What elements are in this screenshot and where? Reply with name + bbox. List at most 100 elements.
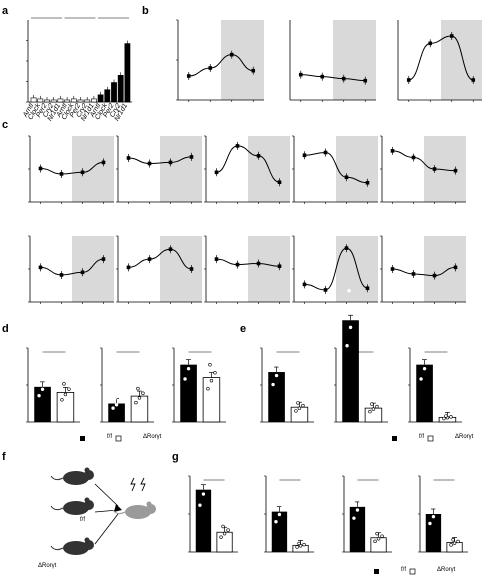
bar-arntl-ff (349, 506, 366, 552)
replicate-dot (271, 382, 275, 387)
arrow-line (94, 509, 119, 513)
data-point (126, 156, 131, 160)
series-line (300, 74, 366, 82)
replicate-dot (63, 392, 68, 397)
replicate-dot (297, 406, 302, 410)
data-point (229, 52, 234, 57)
data-point (80, 270, 85, 275)
bar-arntl-ff (195, 489, 212, 552)
bar (30, 97, 37, 103)
replicate-dot (444, 414, 448, 418)
bar-arntl-ff (180, 364, 197, 422)
series-line (304, 151, 368, 184)
replicate-dot (297, 541, 301, 546)
data-point (277, 180, 282, 184)
arrow-line (94, 513, 119, 545)
subplot-clock (116, 135, 202, 204)
legend-swatch-ff (80, 436, 85, 441)
subplot-ilcp (289, 20, 376, 102)
subplot-nk (26, 347, 80, 423)
series-line (216, 145, 280, 183)
replicate-dot (186, 366, 191, 371)
replicate-dot (277, 512, 282, 517)
series-line (40, 161, 104, 175)
donor-mouse-arntl-ko (50, 537, 94, 555)
replicate-dot (435, 508, 439, 512)
data-point (147, 161, 152, 166)
replicate-dot (428, 521, 432, 526)
mouse-head (84, 540, 94, 550)
legend-sup-ff: f/f (107, 434, 112, 440)
data-point (432, 273, 437, 278)
replicate-dot (370, 402, 374, 406)
panel-label-f: f (2, 451, 6, 463)
data-point (256, 154, 261, 158)
legend-swatch-ff (374, 569, 379, 574)
data-point (323, 288, 328, 292)
replicate-dot (352, 307, 356, 311)
data-point (363, 78, 368, 83)
subplot-ilc3 (397, 20, 482, 102)
replicate-dot (368, 409, 372, 414)
replicate-dot (113, 396, 117, 400)
series-line (188, 54, 254, 77)
subplot-ilc1 (100, 347, 154, 423)
series-line (392, 266, 456, 277)
mouse-ear (84, 467, 90, 473)
data-point (214, 257, 219, 261)
data-point (341, 76, 346, 81)
mouse-tail (50, 545, 64, 551)
panel-e: f/f ΔRorγt (260, 289, 474, 442)
panel-label-c: c (2, 119, 8, 131)
replicate-dot (209, 379, 214, 383)
night-shade (424, 236, 466, 302)
bar (104, 89, 111, 103)
data-point (453, 265, 458, 270)
data-point (365, 180, 370, 185)
bar-arntl-ff (271, 511, 288, 552)
replicate-dot (134, 400, 138, 405)
data-point (256, 261, 261, 266)
legend-sup-ko: ΔRorγt (437, 567, 456, 573)
mouse-ear (84, 537, 90, 543)
bar-arntl-ko (130, 395, 149, 423)
subplot-cry2 (292, 135, 378, 204)
subplot-ilc2 (172, 346, 226, 423)
replicate-dot (376, 537, 381, 541)
replicate-dot (421, 346, 425, 350)
replicate-dot (60, 398, 64, 402)
legend-sup-ko: ΔRorγt (143, 434, 162, 440)
data-point (235, 144, 240, 148)
replicate-dot (298, 544, 303, 548)
panel-label-b: b (142, 5, 149, 17)
lightning-icon (130, 477, 136, 492)
subplot-rora (380, 235, 466, 304)
panel-a: ArntlClockPer2Cry2Nr1d1ArntlClockPer2Cry… (22, 17, 132, 123)
bar (44, 99, 50, 103)
replicate-dot (419, 377, 423, 381)
replicate-dot (226, 528, 230, 532)
night-shade (72, 136, 114, 202)
mouse-head (84, 470, 94, 480)
bar-arntl-ff (34, 386, 51, 422)
data-point (126, 265, 131, 270)
replicate-dot (302, 542, 306, 547)
bar (70, 98, 77, 103)
replicate-dot (452, 541, 457, 545)
subplot-pou2af1 (116, 235, 202, 304)
subplot-1 (334, 289, 388, 423)
replicate-dot (136, 386, 140, 391)
replicate-dot (347, 289, 351, 293)
subplot-clp (176, 19, 264, 102)
replicate-dot (449, 543, 453, 547)
bar-arntl-ff (342, 320, 359, 422)
replicate-dot (219, 535, 223, 539)
replicate-dot (426, 356, 430, 361)
subplot-2 (408, 346, 462, 423)
data-point (186, 74, 191, 78)
panel-labels: a b c d e f g (2, 5, 246, 463)
bar (57, 98, 64, 103)
arntl-ff-sup: f/f (80, 517, 85, 523)
mouse-ear (84, 497, 90, 503)
subplot-2 (342, 475, 392, 553)
